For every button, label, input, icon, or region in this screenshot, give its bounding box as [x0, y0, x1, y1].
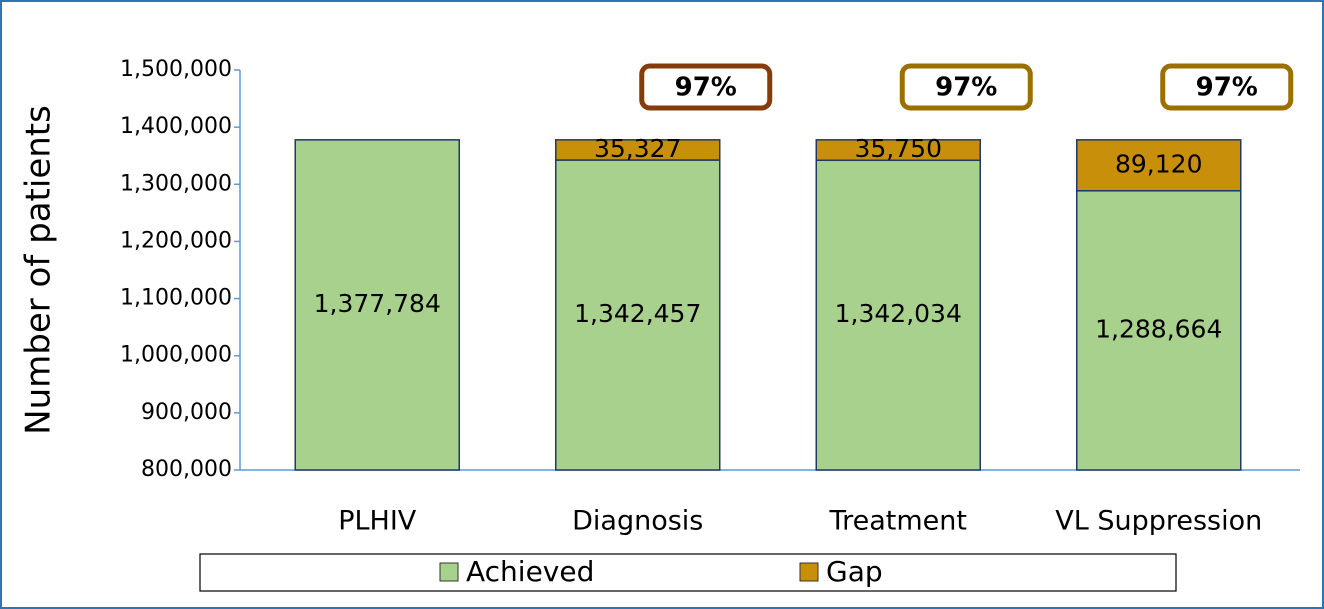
annotation: 97% — [675, 73, 737, 103]
y-tick-label: 900,000 — [141, 400, 232, 425]
annotation: 97% — [1196, 73, 1258, 103]
value-label: 89,120 — [1115, 149, 1202, 178]
y-tick-label: 1,300,000 — [120, 171, 232, 196]
bar-segment — [555, 139, 721, 161]
legend-box — [199, 553, 1177, 592]
bar-segment — [815, 159, 981, 471]
bar-segment — [294, 139, 460, 471]
x-tick-label: Diagnosis — [572, 506, 703, 537]
annotation: 97% — [935, 73, 997, 103]
bar-segment — [555, 159, 721, 471]
legend-label: Achieved — [466, 555, 594, 588]
annotation-box — [639, 63, 773, 111]
y-tick-label: 1,100,000 — [120, 286, 232, 311]
y-axis-label: Number of patients — [19, 105, 59, 435]
legend-swatch — [439, 562, 459, 582]
value-label: 1,377,784 — [314, 289, 441, 318]
legend-label: Gap — [826, 555, 883, 588]
x-tick-label: PLHIV — [338, 506, 417, 537]
bar-segment — [1076, 139, 1242, 192]
value-label: 1,342,034 — [835, 299, 962, 328]
bar-segment — [815, 139, 981, 162]
value-label: 35,750 — [855, 134, 942, 163]
y-tick-label: 1,400,000 — [120, 114, 232, 139]
y-tick-label: 1,200,000 — [120, 228, 232, 253]
x-tick-label: VL Suppression — [1055, 506, 1262, 537]
y-tick-label: 1,500,000 — [120, 57, 232, 82]
value-label: 1,342,457 — [574, 299, 701, 328]
value-label: 1,288,664 — [1095, 314, 1222, 343]
annotation-box — [899, 63, 1033, 111]
bar-segment — [1076, 190, 1242, 471]
y-tick-label: 800,000 — [141, 457, 232, 482]
value-label: 35,327 — [594, 134, 681, 163]
annotation-box — [1160, 63, 1294, 111]
x-tick-label: Treatment — [829, 506, 967, 537]
y-tick-label: 1,000,000 — [120, 343, 232, 368]
legend-swatch — [799, 562, 819, 582]
